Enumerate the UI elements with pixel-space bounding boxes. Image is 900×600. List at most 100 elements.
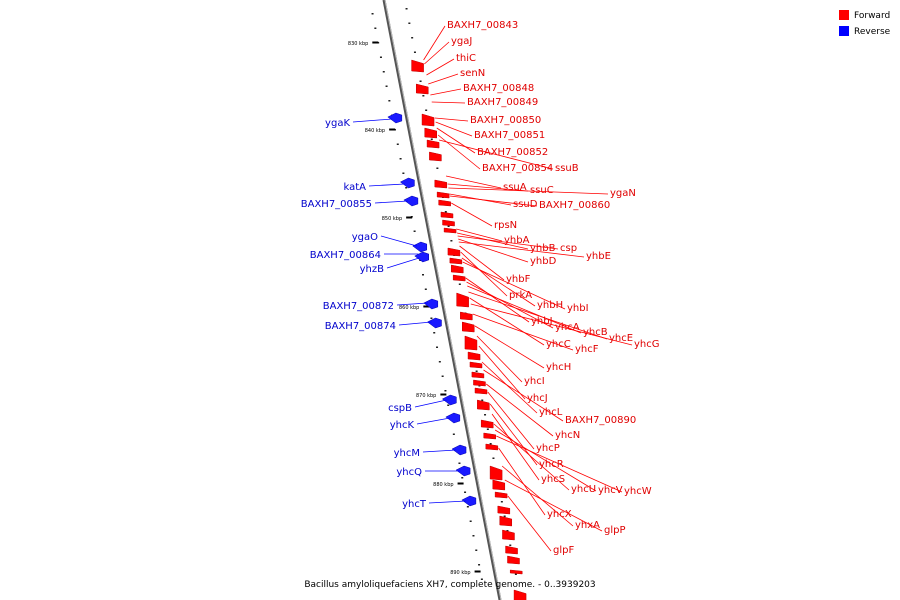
forward-gene-label[interactable]: yhcW bbox=[624, 486, 652, 497]
forward-gene-label[interactable]: ygaJ bbox=[451, 36, 472, 47]
forward-gene-label[interactable]: BAXH7_00850 bbox=[470, 115, 541, 126]
forward-gene-label[interactable]: yhcU bbox=[571, 484, 596, 495]
forward-gene-block bbox=[489, 465, 503, 481]
forward-gene-leader bbox=[496, 435, 623, 493]
forward-gene-leader bbox=[456, 232, 529, 250]
reverse-gene-label[interactable]: yhcM bbox=[394, 448, 420, 459]
reverse-gene-label[interactable]: BAXH7_00864 bbox=[310, 250, 381, 261]
forward-gene-block bbox=[440, 211, 454, 219]
forward-gene-label[interactable]: yhcF bbox=[575, 344, 599, 355]
reverse-gene-label[interactable]: BAXH7_00872 bbox=[323, 301, 394, 312]
forward-gene-label[interactable]: glpF bbox=[553, 545, 574, 556]
forward-gene-label[interactable]: yhbI bbox=[567, 303, 589, 314]
forward-gene-block bbox=[474, 387, 488, 395]
forward-gene-label[interactable]: yhcE bbox=[609, 333, 633, 344]
forward-gene-leader bbox=[426, 58, 455, 76]
forward-gene-label[interactable]: yhbF bbox=[506, 274, 531, 285]
forward-gene-leader bbox=[459, 245, 505, 281]
forward-gene-label[interactable]: yhcJ bbox=[527, 393, 548, 404]
forward-gene-label[interactable]: yhcP bbox=[536, 443, 560, 454]
forward-gene-block bbox=[499, 515, 513, 527]
forward-gene-leader bbox=[483, 369, 564, 422]
forward-gene-label[interactable]: BAXH7_00849 bbox=[467, 97, 538, 108]
reverse-gene-label[interactable]: yhzB bbox=[360, 264, 385, 275]
reverse-gene-block bbox=[387, 112, 403, 124]
forward-gene-label[interactable]: yhbE bbox=[586, 251, 611, 262]
forward-gene-label[interactable]: csp bbox=[560, 243, 577, 254]
reverse-gene-label[interactable]: yhcQ bbox=[396, 467, 422, 478]
forward-gene-label[interactable]: yhxA bbox=[575, 520, 600, 531]
forward-gene-label[interactable]: yhcV bbox=[598, 485, 623, 496]
forward-gene-label[interactable]: yhcG bbox=[634, 339, 660, 350]
forward-gene-label[interactable]: yhcI bbox=[524, 376, 545, 387]
tick-dot bbox=[452, 433, 455, 435]
forward-gene-block bbox=[477, 399, 490, 411]
reverse-gene-leader bbox=[396, 302, 428, 306]
forward-gene-label[interactable]: yhcL bbox=[539, 407, 563, 418]
forward-gene-label[interactable]: yhcB bbox=[583, 327, 608, 338]
forward-gene-leader bbox=[498, 447, 546, 516]
forward-gene-block bbox=[480, 419, 494, 429]
reverse-gene-label[interactable]: BAXH7_00874 bbox=[325, 321, 396, 332]
forward-gene-label[interactable]: senN bbox=[460, 68, 485, 79]
forward-gene-label[interactable]: yhcH bbox=[546, 362, 571, 373]
reverse-gene-block bbox=[451, 444, 467, 456]
forward-gene-block bbox=[449, 257, 463, 265]
forward-gene-label[interactable]: BAXH7_00843 bbox=[447, 20, 518, 31]
reverse-gene-leader bbox=[422, 449, 457, 453]
forward-gene-block bbox=[502, 529, 515, 541]
forward-gene-label[interactable]: ssuB bbox=[555, 163, 579, 174]
reverse-gene-label[interactable]: katA bbox=[343, 182, 366, 193]
forward-gene-block bbox=[426, 139, 440, 149]
forward-gene-label[interactable]: BAXH7_00848 bbox=[463, 83, 534, 94]
tick-dot bbox=[385, 85, 388, 87]
forward-gene-label[interactable]: yhcN bbox=[555, 430, 580, 441]
forward-gene-label[interactable]: thiC bbox=[456, 53, 476, 64]
reverse-gene-block bbox=[427, 317, 442, 329]
forward-gene-label[interactable]: yhcR bbox=[539, 459, 564, 470]
forward-gene-label[interactable]: BAXH7_00854 bbox=[482, 163, 553, 174]
forward-gene-leader bbox=[460, 251, 508, 297]
forward-gene-leader bbox=[428, 73, 459, 85]
forward-gene-label[interactable]: yhbB bbox=[530, 243, 556, 254]
forward-gene-label[interactable]: BAXH7_00890 bbox=[565, 415, 636, 426]
forward-gene-label[interactable]: yhbD bbox=[530, 256, 557, 267]
forward-gene-label[interactable]: yhbH bbox=[537, 300, 563, 311]
forward-gene-block bbox=[438, 199, 451, 207]
reverse-gene-label[interactable]: yhcK bbox=[390, 420, 415, 431]
reverse-gene-label[interactable]: ygaO bbox=[352, 232, 378, 243]
tick-dot bbox=[481, 399, 484, 401]
forward-gene-label[interactable]: glpP bbox=[604, 525, 626, 536]
reverse-gene-label[interactable]: cspB bbox=[388, 403, 412, 414]
forward-gene-label[interactable]: ssuA bbox=[503, 182, 527, 193]
reverse-gene-block bbox=[445, 412, 461, 424]
kbp-tick bbox=[457, 482, 464, 485]
forward-gene-label[interactable]: yhbJ bbox=[531, 316, 553, 327]
forward-gene-label[interactable]: prkA bbox=[509, 290, 532, 301]
forward-gene-leaders: BAXH7_00843 ygaJ thiC senN BAXH7_00848 BAXH7_… bbox=[423, 20, 660, 556]
reverse-gene-label[interactable]: BAXH7_00855 bbox=[301, 199, 372, 210]
forward-gene-leader bbox=[430, 88, 462, 96]
tick-dot bbox=[413, 230, 416, 232]
reverse-gene-leader bbox=[374, 200, 409, 204]
forward-gene-label[interactable]: BAXH7_00860 bbox=[539, 200, 610, 211]
tick-dot bbox=[396, 143, 399, 145]
tick-dot bbox=[399, 158, 402, 160]
reverse-gene-block bbox=[423, 298, 439, 310]
tick-dot bbox=[388, 100, 391, 102]
reverse-gene-label[interactable]: ygaK bbox=[325, 118, 350, 129]
reverse-gene-label[interactable]: yhcT bbox=[402, 499, 427, 510]
forward-gene-label[interactable]: yhbA bbox=[504, 235, 530, 246]
forward-gene-label[interactable]: ssuC bbox=[530, 185, 554, 196]
reverse-gene-blocks bbox=[387, 112, 477, 507]
forward-gene-label[interactable]: rpsN bbox=[494, 220, 517, 231]
forward-gene-label[interactable]: BAXH7_00852 bbox=[477, 147, 548, 158]
forward-gene-block bbox=[450, 264, 464, 274]
kbp-tick bbox=[440, 393, 447, 396]
forward-gene-label[interactable]: ygaN bbox=[610, 188, 636, 199]
reverse-gene-block bbox=[461, 495, 477, 507]
forward-gene-label[interactable]: yhcS bbox=[541, 474, 565, 485]
forward-gene-leader bbox=[461, 257, 536, 307]
forward-gene-label[interactable]: BAXH7_00851 bbox=[474, 130, 545, 141]
